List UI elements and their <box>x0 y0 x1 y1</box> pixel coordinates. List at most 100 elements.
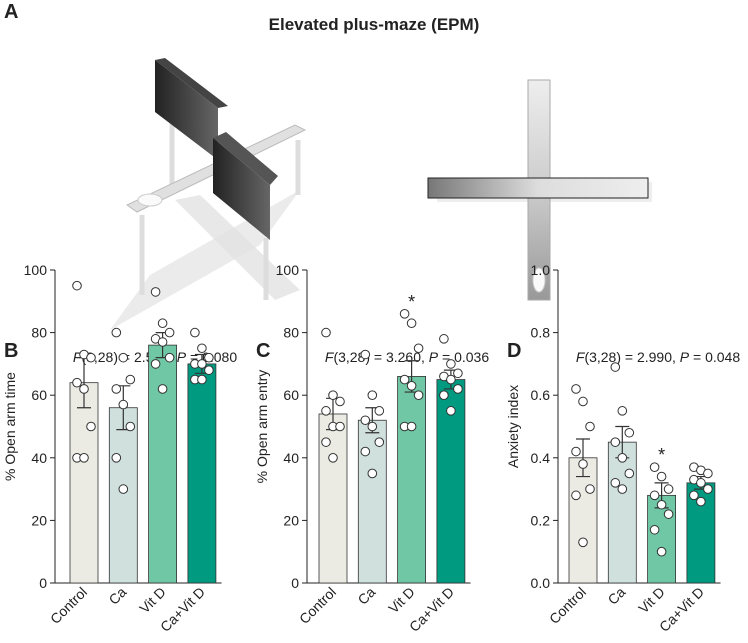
y-tick-label: 100 <box>276 262 300 278</box>
subtitle: F(3,28) = 2.990, P = 0.048 <box>576 349 740 365</box>
x-tick-label: Ca <box>354 584 378 608</box>
data-point <box>453 384 463 394</box>
y-axis-label: % Open arm time <box>2 372 18 481</box>
maze-3d-illustration <box>110 58 307 330</box>
significance-mark: * <box>658 445 665 465</box>
data-point <box>335 396 345 407</box>
x-tick-label: Ca <box>604 584 628 608</box>
data-point <box>197 343 207 354</box>
data-point <box>399 374 410 385</box>
x-tick-label: Vit D <box>385 584 418 617</box>
data-point <box>111 384 122 394</box>
bar <box>607 441 637 584</box>
data-point <box>125 421 136 432</box>
bar <box>568 457 598 584</box>
y-tick-label: 0 <box>291 575 299 591</box>
subtitle-part: = 0.048 <box>689 349 740 365</box>
subtitle-part: P <box>177 349 187 365</box>
y-tick-label: 80 <box>283 325 299 341</box>
data-point <box>111 327 122 338</box>
data-point <box>204 365 214 375</box>
bar <box>69 382 99 584</box>
subtitle-part: F <box>576 349 586 365</box>
data-point <box>610 478 621 488</box>
data-point <box>374 437 385 447</box>
data-point <box>578 459 588 469</box>
data-point <box>453 368 463 379</box>
y-tick-label: 0.0 <box>531 575 551 591</box>
data-point <box>360 415 371 426</box>
data-point <box>656 499 667 510</box>
y-tick-label: 100 <box>24 262 48 278</box>
data-point <box>703 468 713 479</box>
data-point <box>624 468 635 479</box>
data-point <box>197 374 207 385</box>
data-point <box>197 359 207 369</box>
data-point <box>164 352 175 363</box>
data-point <box>696 478 706 488</box>
y-axis-label: Anxiety index <box>505 385 521 468</box>
x-tick-label: Control <box>47 584 90 627</box>
y-tick-label: 60 <box>283 387 299 403</box>
panel-label: A <box>4 1 18 23</box>
data-point <box>649 490 660 501</box>
y-tick-label: 20 <box>283 512 299 528</box>
data-point <box>689 490 699 501</box>
error-bar <box>576 438 590 478</box>
subtitle-part: F <box>73 349 83 365</box>
data-point <box>696 496 706 507</box>
data-point <box>190 327 200 338</box>
data-point <box>446 374 456 385</box>
data-point <box>150 359 161 369</box>
data-point <box>204 352 214 363</box>
data-point <box>663 509 674 519</box>
panel-label: C <box>256 340 270 362</box>
panel-label: D <box>507 340 521 362</box>
data-point <box>360 446 371 457</box>
y-tick-label: 0.6 <box>531 387 551 403</box>
data-point <box>406 318 417 329</box>
data-point <box>617 484 628 494</box>
data-point <box>446 406 456 416</box>
data-point <box>374 406 385 416</box>
data-point <box>610 437 621 447</box>
data-point <box>321 437 331 447</box>
y-tick-label: 1.0 <box>531 262 551 278</box>
data-point <box>439 334 449 344</box>
x-tick-label: Vit D <box>635 584 668 617</box>
y-tick-label: 0.2 <box>531 512 551 528</box>
subtitle-part: = 0.036 <box>438 349 489 365</box>
y-tick-label: 80 <box>31 325 47 341</box>
data-point <box>118 484 129 494</box>
data-point <box>585 421 595 432</box>
y-tick-label: 0.4 <box>531 450 551 466</box>
data-point <box>656 471 667 482</box>
data-point <box>649 524 660 535</box>
data-point <box>328 453 338 463</box>
bar <box>397 376 427 584</box>
data-point <box>663 484 674 494</box>
data-point <box>321 406 331 416</box>
y-tick-label: 40 <box>31 450 47 466</box>
significance-mark: * <box>408 292 415 312</box>
y-tick-label: 0 <box>39 575 47 591</box>
data-point <box>656 546 667 557</box>
data-point <box>571 446 581 457</box>
data-point <box>578 396 588 407</box>
data-point <box>125 374 136 385</box>
data-point <box>413 390 424 401</box>
data-point <box>446 359 456 369</box>
data-point <box>157 318 168 329</box>
data-point <box>367 421 378 432</box>
subtitle-part: P <box>429 349 439 365</box>
subtitle-part: P <box>680 349 690 365</box>
bar <box>108 407 138 584</box>
data-point <box>72 377 82 388</box>
data-point <box>624 427 635 438</box>
data-point <box>367 468 378 479</box>
data-point <box>610 362 621 372</box>
subtitle-part: F <box>325 349 335 365</box>
x-tick-label: Control <box>296 584 339 627</box>
data-point <box>72 280 82 291</box>
